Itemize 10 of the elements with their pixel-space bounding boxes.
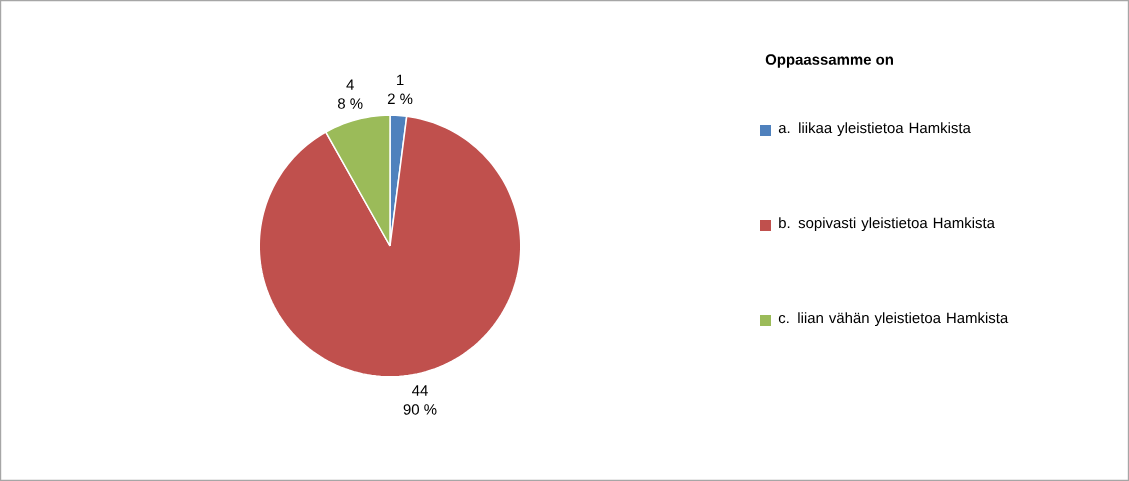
data-label: 4 — [346, 79, 354, 90]
data-label: 1 — [397, 74, 404, 86]
text: 8 % — [337, 98, 363, 109]
legend-label: a. liikaa yleistietoa Hamkista — [778, 122, 971, 137]
legend-label: b. sopivasti yleistietoa Hamkista — [779, 217, 995, 232]
text: 2 % — [387, 93, 413, 105]
data-label: 44 — [412, 385, 428, 396]
legend-label: c. liian vähän yleistietoa Hamkista — [778, 312, 1009, 327]
legend-title: Oppaassamme on — [765, 54, 893, 68]
text: 90 % — [403, 404, 437, 415]
